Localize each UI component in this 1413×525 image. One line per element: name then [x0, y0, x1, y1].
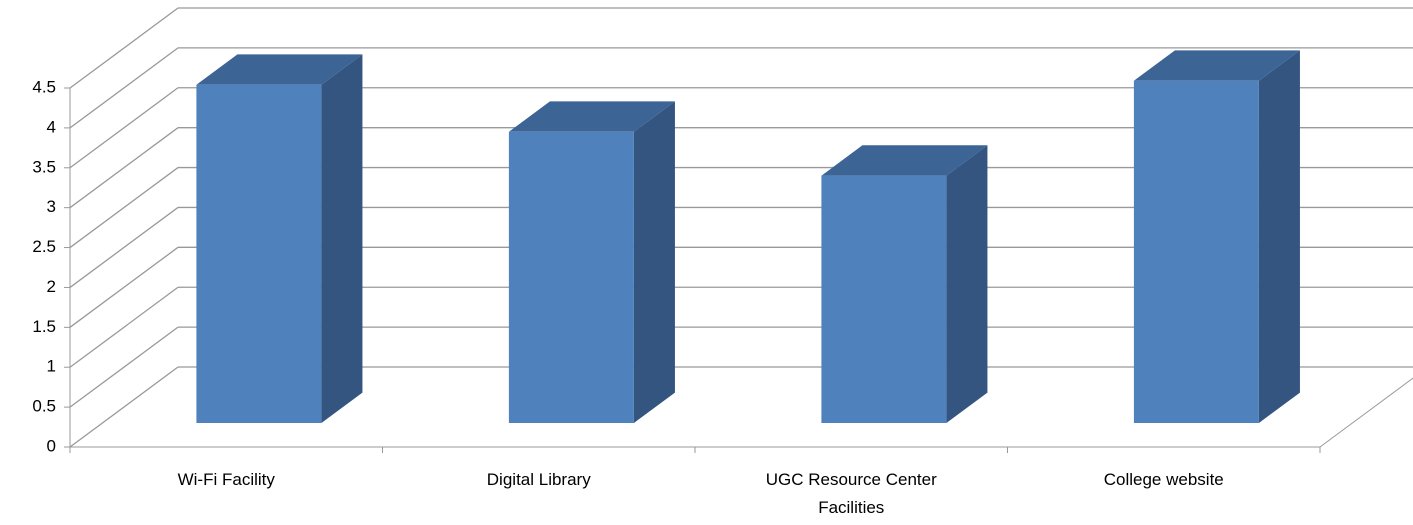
y-tick-label: 2 — [47, 277, 56, 296]
grid-line — [69, 286, 179, 368]
x-tick-label: College website — [1103, 470, 1224, 489]
bar-top — [1133, 50, 1300, 81]
y-tick-label: 2.5 — [32, 237, 56, 256]
bar-side — [946, 145, 988, 424]
bar-side — [1258, 50, 1300, 423]
x-tick-label: Wi-Fi Facility — [177, 470, 275, 489]
bar — [196, 84, 322, 424]
grid-line — [69, 87, 179, 169]
bar — [821, 175, 947, 423]
grid-line — [69, 206, 179, 288]
grid-line — [69, 47, 179, 129]
grid-line — [69, 127, 179, 209]
floor-edge — [1319, 377, 1413, 448]
x-tick-label: Digital Library — [486, 470, 591, 489]
grid-line — [69, 366, 179, 448]
bar — [1133, 80, 1259, 424]
y-tick-label: 3.5 — [32, 157, 56, 176]
bar-top — [508, 101, 675, 132]
y-tick-label: 1 — [47, 357, 56, 376]
bar-top — [821, 145, 988, 176]
grid-line — [69, 326, 179, 408]
bar — [508, 131, 634, 424]
y-tick-label: 1.5 — [32, 317, 56, 336]
y-tick-label: 3 — [47, 197, 56, 216]
y-tick-label: 0.5 — [32, 397, 56, 416]
bar-side — [321, 54, 363, 423]
x-tick-label: UGC Resource Center Facilities — [765, 470, 937, 517]
y-tick-label: 4.5 — [32, 77, 56, 96]
bar-top — [196, 54, 363, 85]
grid-line — [69, 7, 179, 89]
grid-line — [69, 167, 179, 249]
y-tick-label: 0 — [47, 436, 56, 455]
y-tick-label: 4 — [47, 117, 56, 136]
bar-side — [633, 101, 675, 424]
grid-line — [69, 246, 179, 328]
